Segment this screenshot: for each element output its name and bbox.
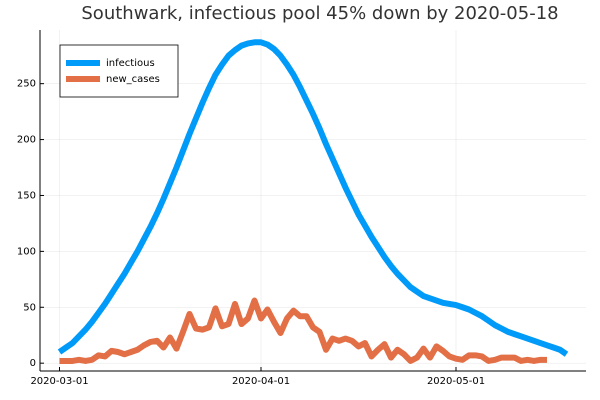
series-line <box>57 39 569 357</box>
legend-label: infectious <box>106 58 155 69</box>
legend-box <box>59 44 179 98</box>
chart-title: Southwark, infectious pool 45% down by 2… <box>81 3 558 24</box>
y-tick-label: 0 <box>30 358 36 369</box>
y-tick-label: 250 <box>17 79 36 90</box>
x-tick-label: 2020-04-01 <box>232 376 290 387</box>
y-tick-label: 150 <box>17 190 36 201</box>
legend-label: new_cases <box>106 74 160 85</box>
x-tick-label: 2020-03-01 <box>30 376 88 387</box>
series-line <box>59 297 547 364</box>
y-tick-label: 50 <box>23 302 36 313</box>
y-tick-label: 100 <box>17 246 36 257</box>
y-tick-label: 200 <box>17 135 36 146</box>
x-tick-label: 2020-05-01 <box>427 376 485 387</box>
